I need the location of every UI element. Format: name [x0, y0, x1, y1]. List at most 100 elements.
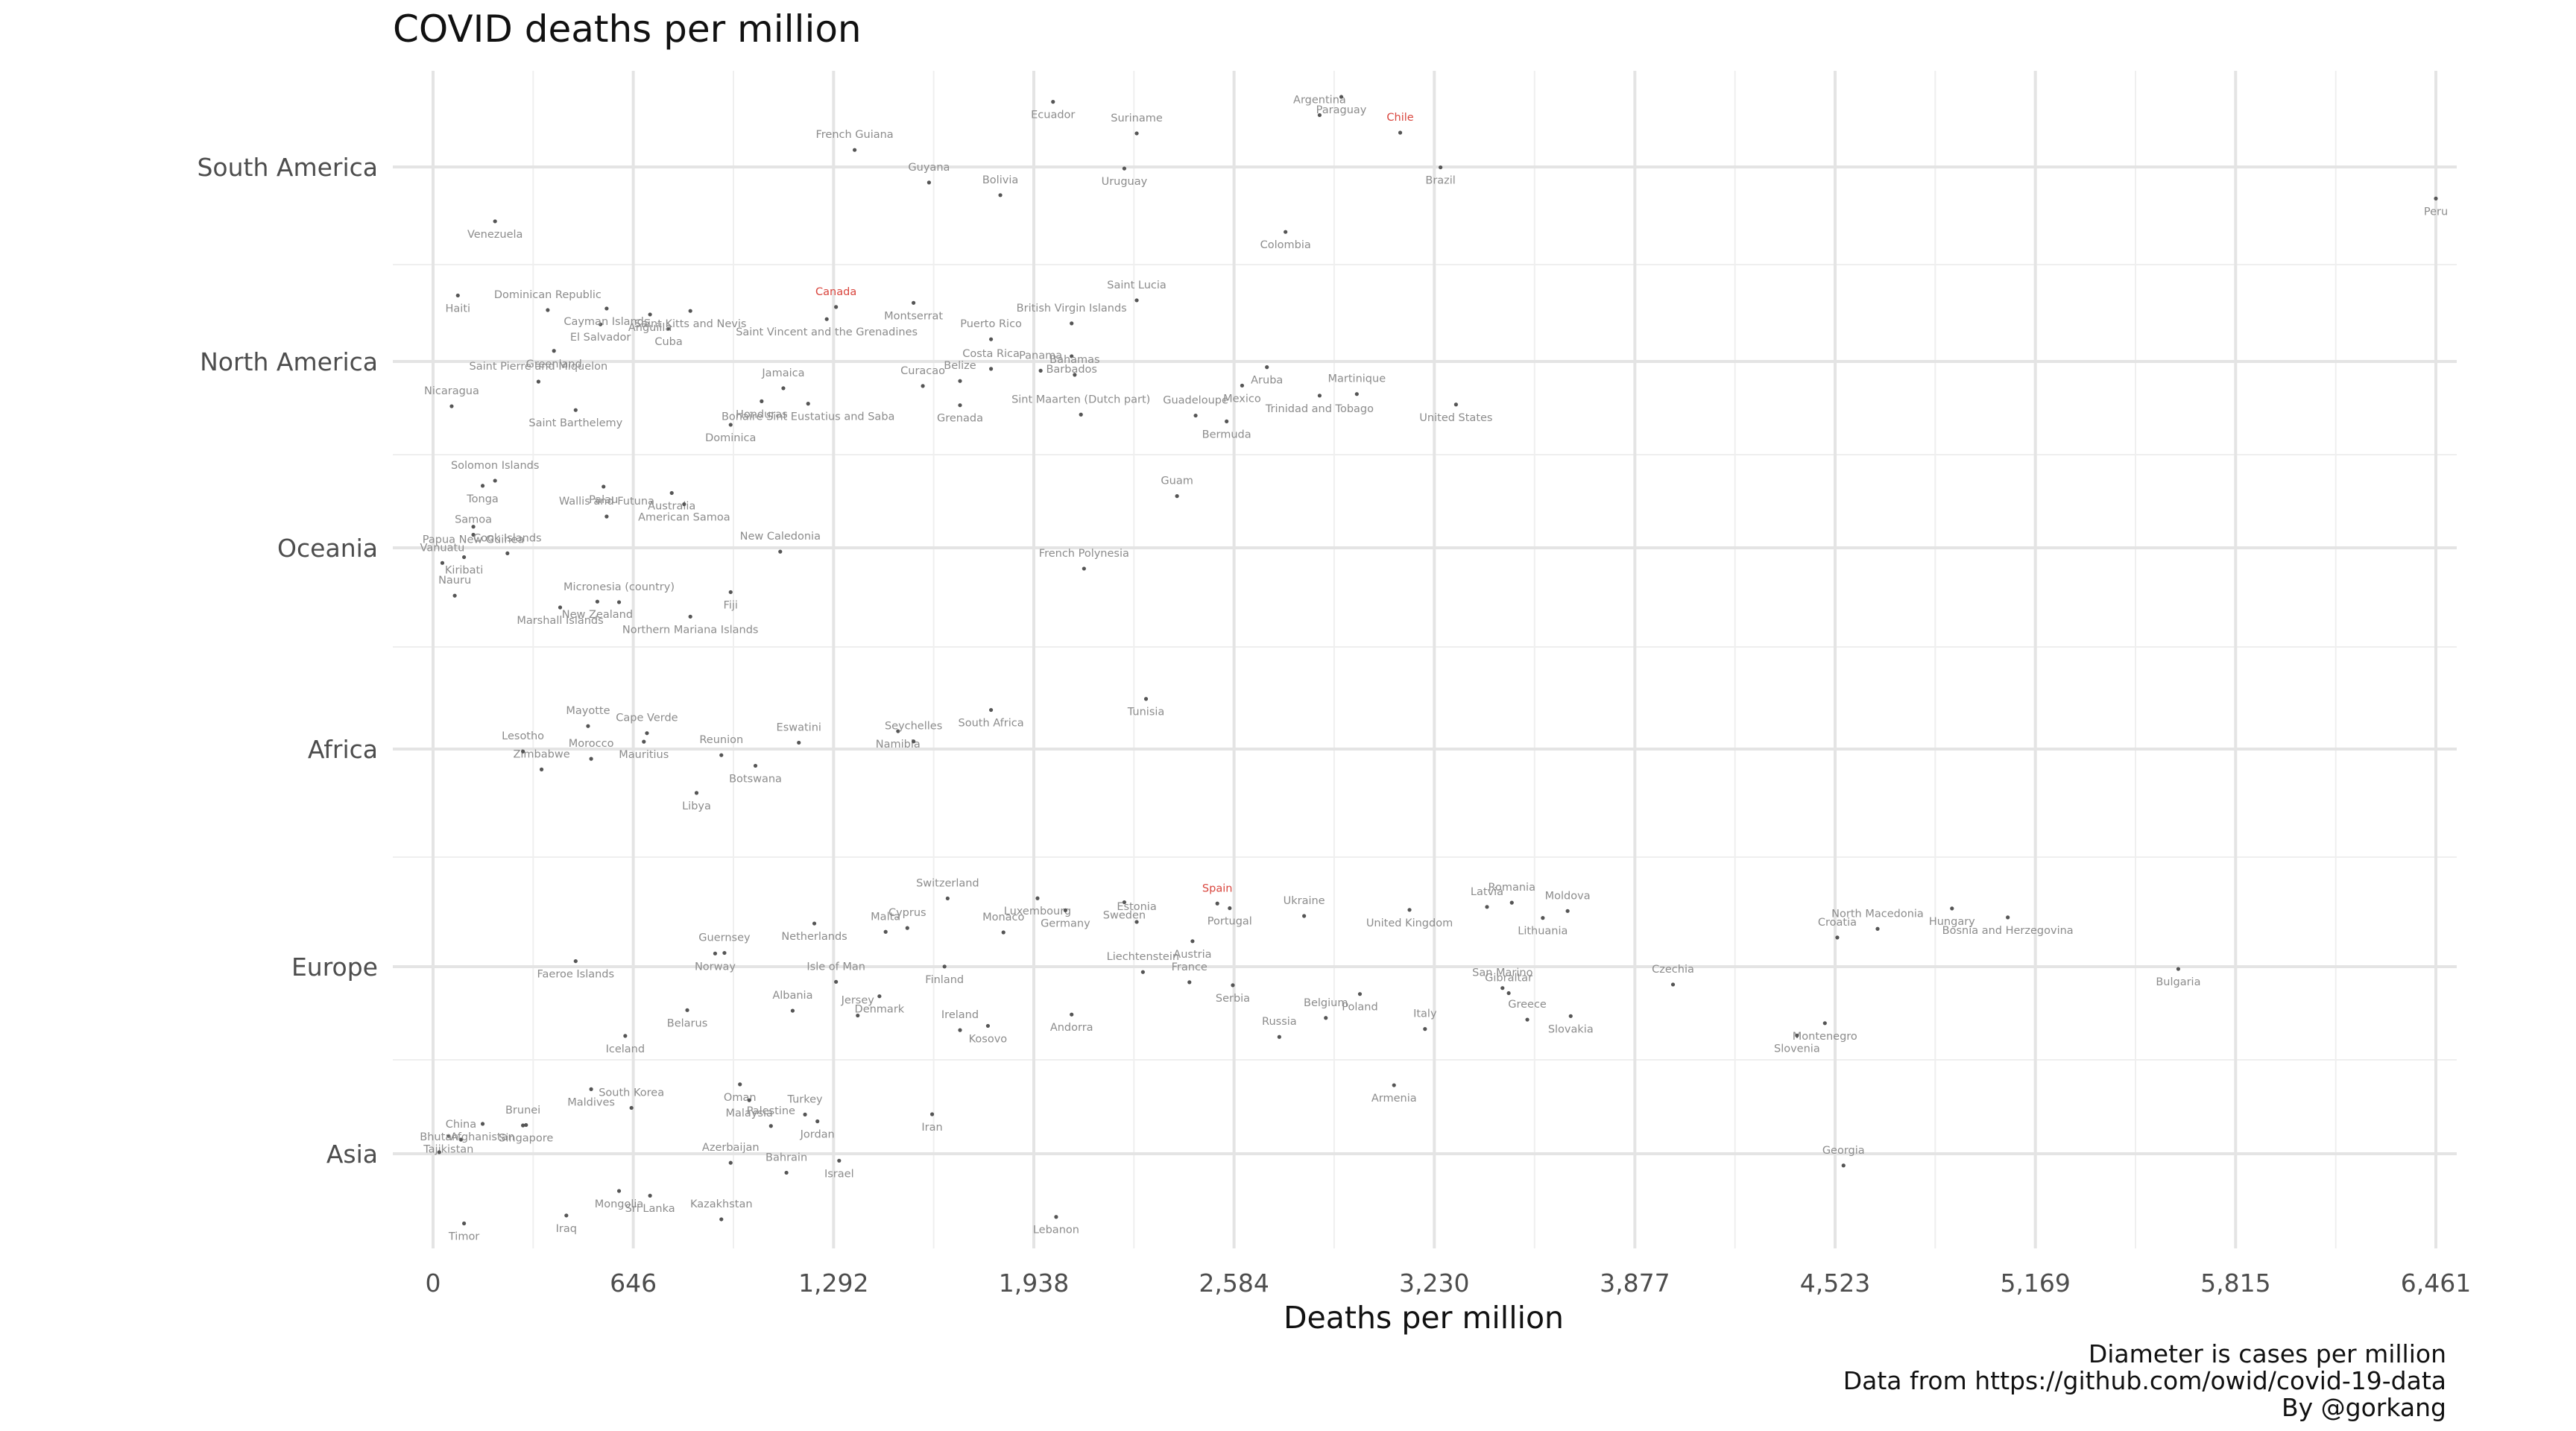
point-label: Papua New Guinea	[423, 534, 525, 546]
data-point-group: Belgium	[1304, 997, 1348, 1020]
point-label: Guam	[1161, 476, 1193, 487]
data-point	[1063, 908, 1067, 912]
point-label: Seychelles	[885, 721, 942, 733]
data-point-group: Reunion	[699, 734, 743, 757]
point-label: Serbia	[1216, 993, 1250, 1005]
data-point-group: Switzerland	[916, 877, 979, 901]
data-point	[1175, 494, 1179, 499]
data-point-group: Trinidad and Tobago	[1265, 394, 1374, 415]
data-point	[837, 1158, 842, 1163]
point-label: Trinidad and Tobago	[1265, 403, 1374, 415]
point-label: Curacao	[900, 365, 945, 377]
point-label: Norway	[695, 961, 736, 973]
data-point	[493, 219, 497, 224]
data-point-group: France	[1172, 961, 1208, 985]
x-tick-label: 1,292	[798, 1269, 868, 1298]
data-point	[1070, 321, 1074, 326]
point-label: Iran	[921, 1122, 942, 1134]
data-point-group: United Kingdom	[1366, 908, 1453, 929]
data-point-group: Romania	[1489, 882, 1535, 905]
data-point-group: Montenegro	[1793, 1021, 1857, 1043]
data-point	[1841, 1163, 1846, 1168]
data-point-group: Portugal	[1208, 906, 1252, 928]
data-point	[1143, 697, 1149, 701]
data-point	[682, 502, 686, 507]
data-point	[552, 349, 556, 353]
data-point-group: Curacao	[900, 365, 945, 388]
point-label: Sweden	[1103, 910, 1146, 922]
data-point	[1670, 982, 1676, 987]
data-point-group: Cayman Islands	[564, 306, 649, 328]
point-label: Netherlands	[781, 931, 847, 943]
point-label: Azerbaijan	[702, 1142, 760, 1154]
data-point-group: Nicaragua	[424, 385, 479, 408]
data-point-group: Andorra	[1050, 1012, 1093, 1034]
category-labels: South America North America Oceania Africa E…	[197, 153, 378, 1169]
x-tick-label: 0	[426, 1269, 441, 1298]
point-label: Argentina	[1293, 94, 1346, 106]
data-point-group: Chile	[1386, 112, 1414, 135]
data-point-group: Bolivia	[982, 174, 1018, 198]
point-label: Cyprus	[888, 907, 926, 919]
data-point-group: Bhutan	[420, 1131, 458, 1154]
point-label: Belarus	[667, 1017, 708, 1029]
data-point	[666, 326, 671, 331]
data-point	[1795, 1033, 1799, 1037]
data-point	[747, 1098, 751, 1102]
data-point	[1506, 991, 1511, 996]
data-point-group: Bulgaria	[2156, 967, 2200, 988]
data-point-group: Spain	[1202, 882, 1232, 906]
category-label: Africa	[308, 735, 378, 764]
data-point	[1079, 412, 1083, 417]
data-point-group: China	[446, 1119, 476, 1142]
data-point-group: Solomon Islands	[451, 460, 539, 483]
point-label: Aruba	[1251, 375, 1283, 387]
point-label: Barbados	[1046, 364, 1097, 376]
data-point-group: Armenia	[1371, 1083, 1417, 1105]
data-point	[912, 300, 916, 305]
data-point-group: Timor	[448, 1221, 479, 1242]
data-point	[461, 555, 467, 560]
data-point-group: Czechia	[1652, 964, 1694, 987]
data-point-group: Australia	[648, 490, 695, 512]
point-label: Mauritius	[619, 749, 669, 761]
data-point	[1134, 131, 1139, 136]
data-point	[1423, 1027, 1427, 1032]
data-point	[728, 1160, 733, 1165]
data-point-group: Lesotho	[502, 730, 544, 754]
point-label: Bolivia	[982, 174, 1018, 186]
data-point-group: Luxembourg	[1004, 896, 1071, 917]
data-point	[1354, 392, 1359, 397]
data-point-group: Guam	[1161, 476, 1193, 499]
data-point-group: Tonga	[466, 484, 499, 505]
data-point	[1565, 909, 1570, 913]
point-label: Jordan	[800, 1128, 835, 1140]
data-point-group: Grenada	[937, 403, 983, 425]
data-point-group: Denmark	[855, 994, 905, 1016]
data-point-group: French Polynesia	[1039, 548, 1129, 571]
data-point-group: American Samoa	[638, 502, 730, 523]
data-point	[1407, 908, 1412, 912]
data-point-group: Palestine	[747, 1105, 795, 1128]
data-point	[694, 791, 699, 795]
point-label: United Kingdom	[1366, 917, 1453, 929]
data-point-group: Israel	[824, 1158, 854, 1180]
point-label: Wallis and Futuna	[559, 496, 654, 508]
data-point	[1339, 95, 1344, 99]
point-label: Tunisia	[1127, 707, 1165, 718]
data-point-group: Sweden	[1103, 900, 1146, 922]
data-point	[988, 337, 994, 341]
data-point	[1140, 970, 1145, 974]
point-label: Bahamas	[1049, 354, 1099, 366]
data-point	[728, 590, 733, 595]
data-point	[1187, 980, 1192, 985]
point-label: Belize	[944, 360, 976, 372]
data-point	[719, 753, 724, 757]
data-point-group: Panama	[1019, 350, 1062, 373]
data-point-group: Malaysia	[726, 1098, 773, 1119]
point-label: Bhutan	[420, 1131, 458, 1143]
data-point-group: Singapore	[499, 1122, 553, 1144]
data-point	[929, 1112, 935, 1116]
